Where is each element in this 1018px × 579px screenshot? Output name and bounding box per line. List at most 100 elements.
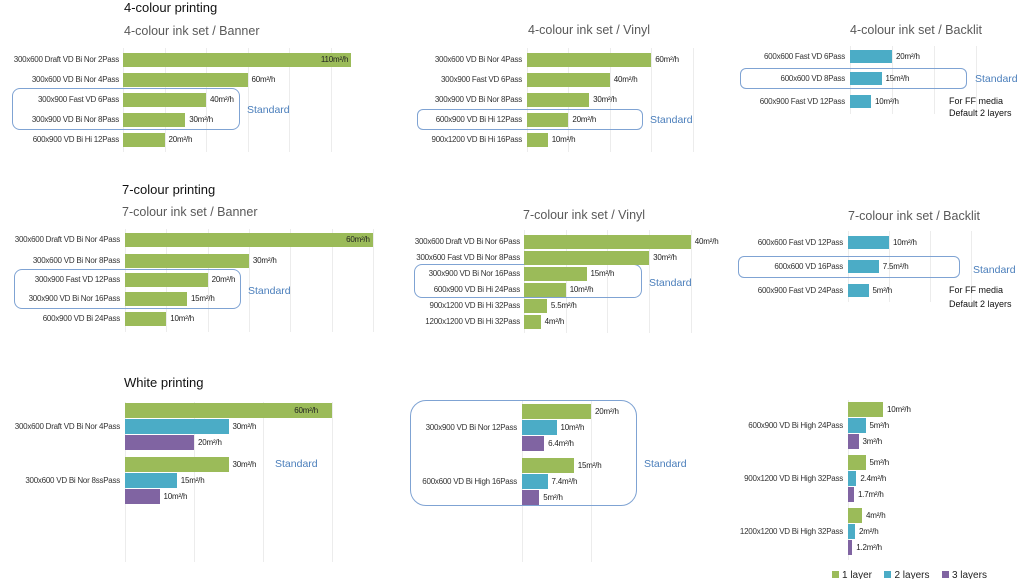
value-label: 60m²/h	[251, 75, 276, 84]
chart-note: Default 2 layers	[949, 299, 1012, 309]
value-label: 40m²/h	[210, 95, 234, 104]
gridline	[248, 229, 250, 332]
gridline	[372, 229, 374, 332]
bar-3-layers-600x600-vd-bi-high-16pass	[522, 490, 540, 505]
value-label: 15m²/h	[885, 74, 910, 83]
bar-300x600-draft-vd-bi-nor-6pass	[524, 235, 691, 249]
value-label: 20m²/h	[896, 52, 920, 61]
standard-label: Standard	[275, 458, 318, 470]
category-label: 300x900 VD Bi Nor 16Pass	[428, 269, 521, 278]
bar-300x900-vd-bi-nor-16pass	[524, 267, 587, 281]
bar-1-layer-300x600-vd-bi-nor-8sspass	[125, 457, 229, 472]
category-label: 300x600 Fast VD Bi Nor 8Pass	[416, 253, 520, 262]
gridline	[289, 48, 290, 152]
category-label: 600x600 Fast VD 12Pass	[757, 238, 843, 247]
gridline	[976, 46, 977, 114]
gridline	[692, 48, 694, 152]
value-label: 5m²/h	[872, 286, 893, 295]
gridline	[690, 230, 692, 333]
value-label: 5m²/h	[869, 421, 890, 430]
gridline	[247, 48, 249, 152]
category-label: 600x600 VD 16Pass	[774, 262, 843, 271]
category-label: 600x900 VD Bi 24Pass	[42, 314, 121, 323]
bar-600x900-vd-bi-24pass	[125, 312, 167, 326]
value-label: 2m²/h	[859, 527, 879, 536]
bar-3-layers-300x600-vd-bi-nor-8sspass	[125, 489, 160, 504]
standard-label: Standard	[973, 264, 1016, 276]
value-label: 7.5m²/h	[882, 262, 909, 271]
value-label: 30m²/h	[232, 422, 257, 431]
standard-label: Standard	[644, 458, 687, 470]
bar-300x600-draft-vd-bi-nor-2pass	[123, 53, 352, 67]
chart-legend: 1 layer 2 layers 3 layers	[832, 565, 987, 579]
standard-highlight-box	[410, 400, 637, 506]
category-label: 900x1200 VD Bi Hi 32Pass	[429, 301, 521, 310]
chart-title: 4-colour ink set / Vinyl	[528, 23, 651, 37]
category-label: 600x900 VD Bi Hi 12Pass	[32, 135, 120, 144]
bar-3-layers-900x1200-vd-bi-high-32pass	[848, 487, 854, 502]
bar-600x600-fast-vd-6pass	[850, 50, 892, 63]
category-label: 300x600 VD Bi Nor 8ssPass	[25, 476, 120, 485]
chart-title: 4-colour ink set / Banner	[124, 24, 260, 38]
value-label: 10m²/h	[560, 423, 585, 432]
value-label: 15m²/h	[180, 476, 205, 485]
value-label: 1.2m²/h	[856, 543, 882, 552]
bar-1-layer-300x900-vd-bi-nor-12pass	[522, 404, 591, 419]
chart-note: For FF media	[949, 96, 1004, 106]
bar-2-layers-600x600-vd-bi-high-16pass	[522, 474, 548, 489]
value-label: 4m²/h	[866, 511, 886, 520]
value-label: 30m²/h	[593, 95, 617, 104]
chart-title: 4-colour ink set / Backlit	[850, 23, 982, 37]
category-label: 600x900 VD Bi High 24Pass	[748, 421, 843, 430]
gridline	[206, 48, 207, 152]
value-label: 6.4m²/h	[548, 439, 574, 448]
value-label: 20m²/h	[595, 407, 619, 416]
bar-3-layers-600x900-vd-bi-high-24pass	[848, 434, 859, 449]
value-label: 5m²/h	[869, 458, 890, 467]
bar-2-layers-300x900-vd-bi-nor-12pass	[522, 420, 557, 435]
legend-label: 3 layers	[951, 570, 987, 579]
value-label: 60m²/h	[655, 55, 679, 64]
category-label: 300x900 Fast VD 6Pass	[37, 95, 119, 104]
chart-note: For FF media	[949, 285, 1004, 295]
bar-2-layers-900x1200-vd-bi-high-32pass	[848, 471, 857, 486]
value-label: 10m²/h	[551, 135, 576, 144]
bar-300x600-vd-bi-nor-4pass	[527, 53, 652, 67]
value-label: 2.4m²/h	[860, 474, 887, 483]
bar-2-layers-600x900-vd-bi-high-24pass	[848, 418, 866, 433]
category-label: 300x900 VD Bi Nor 16Pass	[28, 294, 121, 303]
category-label: 900x1200 VD Bi High 32Pass	[744, 474, 843, 483]
category-label: 1200x1200 VD Bi High 32Pass	[739, 527, 843, 536]
value-label: 10m²/h	[875, 97, 899, 106]
gridline	[331, 229, 333, 332]
legend-swatch-3-layers	[941, 571, 949, 578]
category-label: 300x600 VD Bi Nor 4Pass	[434, 55, 522, 64]
standard-label: Standard	[975, 73, 1018, 85]
value-label: 20m²/h	[198, 438, 222, 447]
bar-2-layers-300x600-vd-bi-nor-8sspass	[125, 473, 177, 488]
chart-title: 7-colour ink set / Backlit	[848, 209, 980, 223]
gridline	[332, 402, 333, 562]
bar-1-layer-300x600-draft-vd-bi-nor-4pass	[125, 403, 332, 418]
bar-3-layers-300x600-draft-vd-bi-nor-4pass	[125, 435, 194, 450]
gridline	[565, 230, 567, 333]
standard-highlight-box	[14, 269, 241, 309]
category-label: 300x900 VD Bi Nor 12Pass	[425, 423, 518, 432]
value-label: 1.7m²/h	[857, 490, 884, 499]
gridline	[892, 46, 893, 114]
bar-300x900-fast-vd-12pass	[125, 273, 208, 287]
bar-600x900-fast-vd-24pass	[848, 284, 869, 297]
bar-300x900-vd-bi-nor-16pass	[125, 292, 187, 306]
value-label: 10m²/h	[163, 492, 188, 501]
category-label: 300x900 VD Bi Nor 8Pass	[434, 95, 522, 104]
value-label: 20m²/h	[211, 275, 236, 284]
value-label: 4m²/h	[544, 317, 565, 326]
bar-600x900-vd-bi-hi-12pass	[123, 133, 165, 147]
category-label: 300x600 VD Bi Nor 8Pass	[32, 256, 120, 265]
bar-300x600-draft-vd-bi-nor-4pass	[125, 233, 373, 247]
value-label: 40m²/h	[613, 75, 638, 84]
gridline	[524, 230, 525, 333]
gridline	[591, 400, 592, 562]
section-title-7-colour: 7-colour printing	[122, 182, 216, 197]
